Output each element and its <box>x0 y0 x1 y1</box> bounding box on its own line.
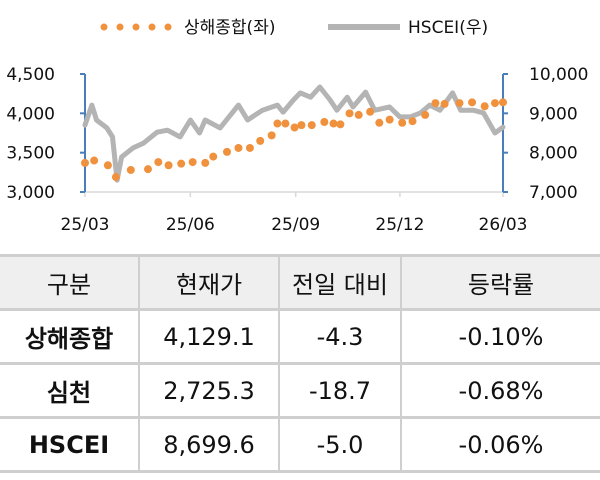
data-point-shanghai <box>329 119 338 128</box>
data-point-shanghai <box>245 143 254 152</box>
data-point-shanghai <box>307 121 316 130</box>
row-label: HSCEI <box>0 416 139 473</box>
data-point-shanghai <box>320 117 329 126</box>
data-point-shanghai <box>480 102 489 111</box>
y-left-tick-label: 3,500 <box>6 144 55 164</box>
legend-dot-shanghai <box>132 23 140 31</box>
data-point-shanghai <box>375 118 384 127</box>
data-point-shanghai <box>90 156 99 165</box>
data-point-shanghai <box>336 120 345 129</box>
y-left-tick-label: 4,500 <box>6 65 55 85</box>
row-price: 4,129.1 <box>138 308 279 365</box>
data-point-shanghai <box>188 158 197 167</box>
legend-item-hscei: HSCEI(우) <box>328 18 488 38</box>
table-row: 심천 2,725.3 -18.7 -0.68% <box>0 362 600 419</box>
legend-dot-shanghai <box>100 23 108 31</box>
data-point-shanghai <box>421 110 430 119</box>
data-point-shanghai <box>398 118 407 127</box>
data-point-shanghai <box>354 110 363 119</box>
row-price: 8,699.6 <box>138 416 279 473</box>
legend-dot-shanghai <box>148 23 156 31</box>
x-tick-label: 25/12 <box>375 215 424 235</box>
legend-label-shanghai: 상해종합(좌) <box>184 18 275 38</box>
row-change-rate: -0.06% <box>400 416 600 473</box>
row-change: -5.0 <box>278 416 401 473</box>
y-right-tick-label: 8,000 <box>529 144 578 164</box>
header-change-rate: 등락률 <box>400 254 600 311</box>
row-change: -18.7 <box>278 362 401 419</box>
data-point-shanghai <box>455 99 464 108</box>
y-left-tick-label: 4,000 <box>6 104 55 124</box>
data-point-shanghai <box>223 147 232 156</box>
row-change: -4.3 <box>278 308 401 365</box>
data-point-shanghai <box>440 99 449 108</box>
data-point-shanghai <box>126 165 135 174</box>
x-tick-label: 25/06 <box>166 215 215 235</box>
data-point-shanghai <box>154 158 163 167</box>
data-point-shanghai <box>111 173 120 182</box>
y-right-tick-label: 10,000 <box>529 65 588 85</box>
table-row: 상해종합 4,129.1 -4.3 -0.10% <box>0 308 600 365</box>
series-line-hscei <box>82 84 506 183</box>
header-category: 구분 <box>0 254 139 311</box>
data-point-shanghai <box>431 99 440 108</box>
row-change-rate: -0.68% <box>400 362 600 419</box>
data-point-shanghai <box>267 131 276 140</box>
data-point-shanghai <box>164 161 173 170</box>
data-point-shanghai <box>103 161 112 170</box>
index-table: 구분 현재가 전일 대비 등락률 상해종합 4,129.1 -4.3 -0.10… <box>0 254 600 473</box>
row-price: 2,725.3 <box>138 362 279 419</box>
data-point-shanghai <box>408 117 417 126</box>
data-point-shanghai <box>234 143 243 152</box>
data-point-shanghai <box>345 109 354 118</box>
header-price: 현재가 <box>138 254 279 311</box>
data-point-shanghai <box>273 119 282 128</box>
index-chart: 상해종합(좌) HSCEI(우) 25/03 25/06 25/09 25/12 26/… <box>6 18 588 235</box>
x-tick-label: 25/09 <box>271 215 320 235</box>
row-label: 심천 <box>0 362 139 419</box>
data-point-shanghai <box>143 165 152 174</box>
y-right-tick-label: 9,000 <box>529 104 578 124</box>
table-header-row: 구분 현재가 전일 대비 등락률 <box>0 254 600 311</box>
data-point-shanghai <box>468 98 477 107</box>
row-change-rate: -0.10% <box>400 308 600 365</box>
x-tick-label: 25/03 <box>61 215 110 235</box>
table-row: HSCEI 8,699.6 -5.0 -0.06% <box>0 416 600 473</box>
data-point-shanghai <box>256 136 265 145</box>
data-point-shanghai <box>385 115 394 124</box>
data-point-shanghai <box>201 158 210 167</box>
data-point-shanghai <box>209 152 218 161</box>
data-point-shanghai <box>177 159 186 168</box>
data-point-shanghai <box>290 123 299 132</box>
legend-dot-shanghai <box>116 23 124 31</box>
data-point-shanghai <box>366 107 375 116</box>
legend-label-hscei: HSCEI(우) <box>408 18 488 38</box>
legend: 상해종합(좌) HSCEI(우) <box>100 18 488 38</box>
legend-item-shanghai: 상해종합(좌) <box>100 18 275 38</box>
data-point-shanghai <box>281 119 290 128</box>
legend-dot-shanghai <box>164 23 172 31</box>
x-tick-label: 26/03 <box>479 215 528 235</box>
data-point-shanghai <box>81 158 89 167</box>
row-label: 상해종합 <box>0 308 139 365</box>
data-point-shanghai <box>297 121 306 130</box>
y-left-tick-label: 3,000 <box>6 183 55 203</box>
y-right-tick-label: 7,000 <box>529 183 578 203</box>
data-point-shanghai <box>499 98 507 107</box>
data-point-shanghai <box>490 99 499 108</box>
header-change: 전일 대비 <box>278 254 401 311</box>
